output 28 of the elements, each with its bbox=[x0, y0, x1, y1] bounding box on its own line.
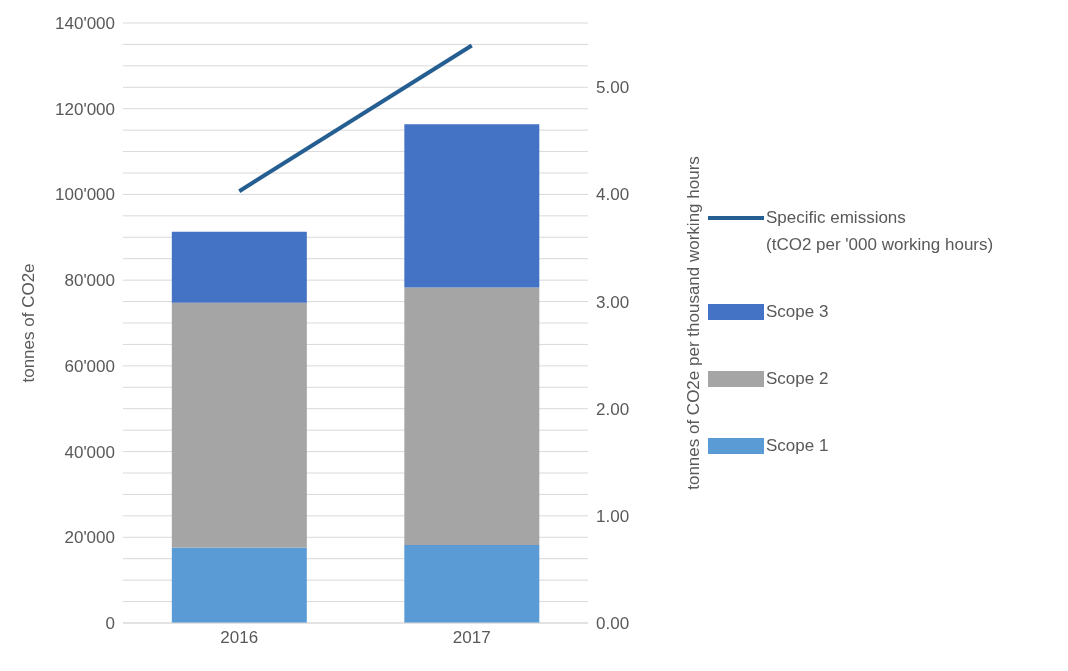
y-tick-label: 20'000 bbox=[64, 528, 115, 548]
y-tick-label: 80'000 bbox=[64, 271, 115, 291]
legend-label: Scope 3 bbox=[766, 300, 829, 323]
y-tick-label: 60'000 bbox=[64, 356, 115, 376]
legend-label: Scope 1 bbox=[766, 434, 829, 457]
legend-label: Specific emissions (tCO2 per '000 working hours) bbox=[766, 206, 994, 256]
y2-tick-label: 4.00 bbox=[596, 185, 630, 205]
y2-tick-label: 0.00 bbox=[596, 614, 630, 634]
y2-tick-label: 5.00 bbox=[596, 78, 630, 98]
y2-tick-label: 1.00 bbox=[596, 506, 630, 526]
bar bbox=[404, 124, 540, 288]
y-tick-label: 0 bbox=[105, 614, 115, 634]
legend-label: Scope 2 bbox=[766, 367, 829, 390]
y2-tick-label: 3.00 bbox=[596, 292, 630, 312]
y-tick-label: 140'000 bbox=[55, 14, 115, 34]
bar bbox=[171, 547, 307, 623]
y-tick-label: 120'000 bbox=[55, 99, 115, 119]
bar bbox=[171, 302, 307, 548]
y-tick-label: 40'000 bbox=[64, 442, 115, 462]
y-axis-title: tonnes of CO2e bbox=[19, 263, 39, 383]
y-tick-label: 100'000 bbox=[55, 185, 115, 205]
y2-tick-label: 2.00 bbox=[596, 399, 630, 419]
x-tick-label: 2016 bbox=[220, 628, 259, 648]
y2-axis-title: tonnes of CO2e per thousand working hours bbox=[684, 156, 704, 490]
bar bbox=[404, 545, 540, 623]
x-tick-label: 2017 bbox=[452, 628, 491, 648]
bar bbox=[171, 231, 307, 303]
bar bbox=[404, 287, 540, 545]
